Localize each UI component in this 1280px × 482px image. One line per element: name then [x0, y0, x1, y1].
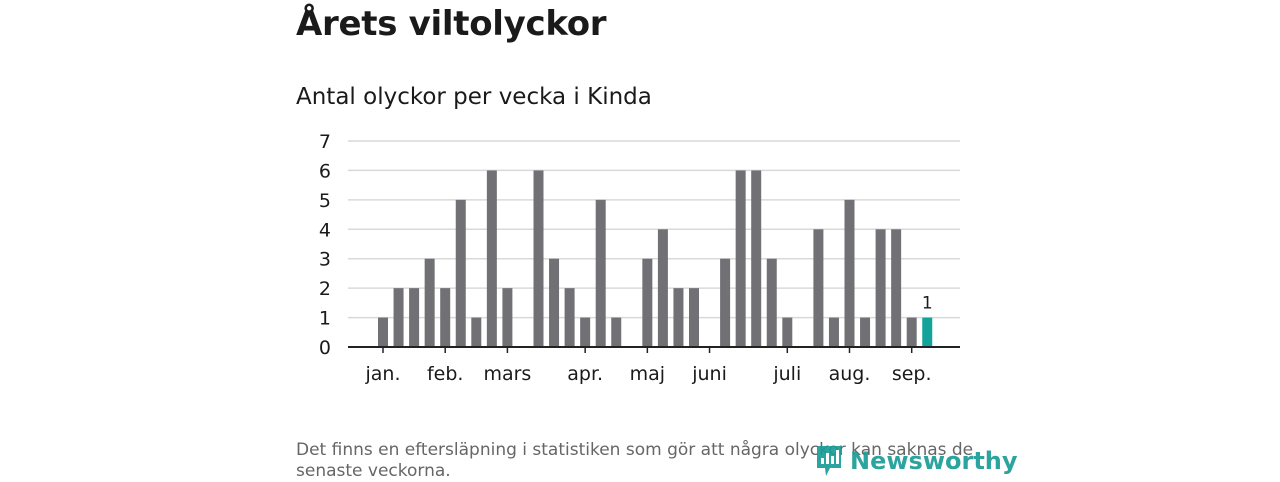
chart-subtitle: Antal olyckor per vecka i Kinda [296, 84, 652, 110]
bars [378, 170, 933, 347]
bar [735, 170, 746, 347]
bar [595, 199, 606, 347]
bar [642, 258, 653, 347]
x-tick-label: mars [483, 363, 531, 385]
grid-lines [348, 140, 960, 319]
bar [455, 199, 466, 347]
newsworthy-logo: Newsworthy [814, 444, 1018, 478]
bar [875, 229, 886, 347]
bar [533, 170, 544, 347]
bar [891, 229, 902, 347]
y-tick-label: 2 [319, 278, 331, 300]
x-tick-label: juni [691, 363, 727, 385]
bar [766, 258, 777, 347]
x-axis-ticks: jan. feb. mars apr. maj juni juli aug. sep. [364, 347, 932, 385]
bar [689, 288, 699, 347]
y-tick-label: 6 [319, 160, 331, 182]
bar [657, 229, 668, 347]
bar [611, 317, 622, 347]
bar [409, 288, 420, 347]
x-tick-label: apr. [567, 363, 603, 385]
y-tick-label: 1 [319, 308, 331, 330]
bar [720, 258, 731, 347]
bar [828, 317, 839, 347]
y-axis-ticks: 0 1 2 3 4 5 6 7 [319, 131, 331, 359]
bar [751, 170, 762, 347]
chart-title: Årets viltolyckor [296, 4, 607, 44]
bar [564, 288, 575, 347]
y-tick-label: 3 [319, 249, 331, 271]
bar [813, 229, 824, 347]
bar [906, 317, 917, 347]
bar [549, 258, 560, 347]
newsworthy-logo-text: Newsworthy [850, 447, 1018, 475]
bar [502, 288, 513, 347]
y-tick-label: 7 [319, 131, 331, 153]
newsworthy-logo-icon [817, 446, 841, 476]
y-tick-label: 0 [319, 337, 331, 359]
bar [844, 199, 855, 347]
bar [393, 288, 404, 347]
bar [673, 288, 684, 347]
bar-highlight [922, 317, 933, 347]
bar [580, 317, 591, 347]
bar [378, 317, 388, 347]
x-tick-label: feb. [427, 363, 463, 385]
bar [860, 317, 871, 347]
x-tick-label: sep. [892, 363, 932, 385]
x-tick-label: maj [630, 363, 665, 385]
highlight-value-label: 1 [922, 294, 933, 314]
footnote: Det finns en eftersläpning i statistiken… [296, 440, 974, 481]
bar [471, 317, 482, 347]
bar [486, 170, 497, 347]
x-tick-label: juli [772, 363, 801, 385]
x-tick-label: aug. [829, 363, 871, 385]
y-tick-label: 4 [319, 219, 331, 241]
bar [440, 288, 451, 347]
data-labels: 1 [922, 294, 933, 314]
bar-chart: 0 1 2 3 4 5 6 7 jan. feb. mars apr. maj juni juli aug.… [319, 131, 960, 385]
bar [782, 317, 793, 347]
bar [424, 258, 435, 347]
x-tick-label: jan. [364, 363, 400, 385]
y-tick-label: 5 [319, 190, 331, 212]
